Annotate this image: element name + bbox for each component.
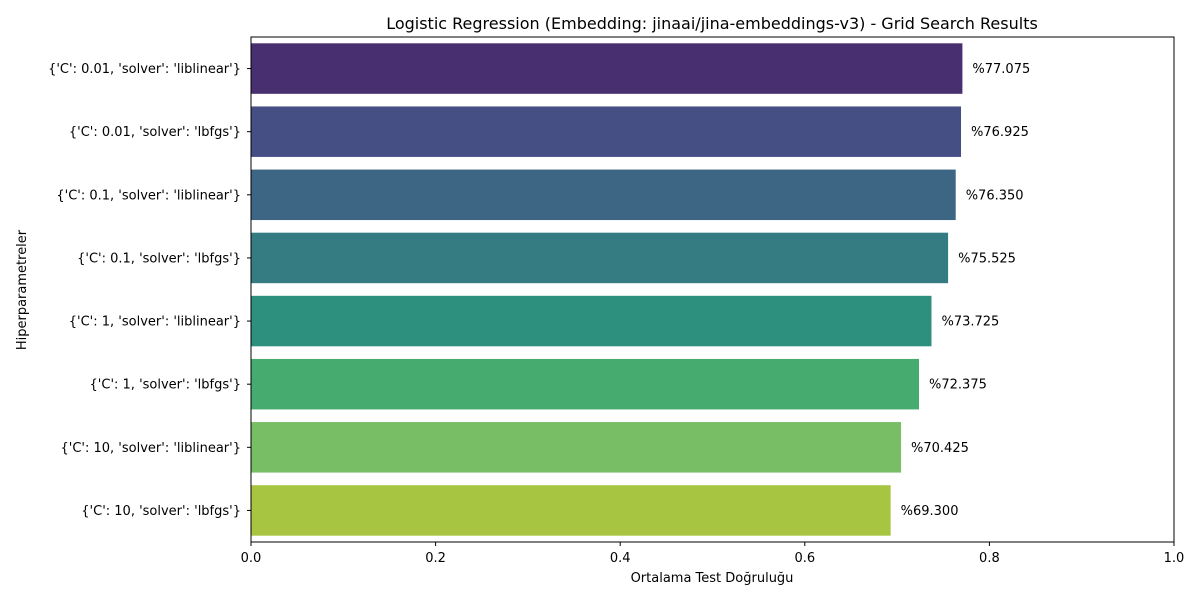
bar xyxy=(251,422,902,473)
bar-value-label: %70.425 xyxy=(911,441,969,456)
bar-value-label: %69.300 xyxy=(901,504,959,519)
bar-value-label: %72.375 xyxy=(929,378,987,393)
y-tick-label: {'C': 0.01, 'solver': 'lbfgs'} xyxy=(69,125,241,140)
x-tick-label: 0.2 xyxy=(425,551,446,566)
y-tick-label: {'C': 1, 'solver': 'lbfgs'} xyxy=(90,378,241,393)
chart-title: Logistic Regression (Embedding: jinaai/j… xyxy=(386,14,1038,33)
bar xyxy=(251,106,962,157)
bar xyxy=(251,169,956,221)
x-tick-label: 0.4 xyxy=(610,551,631,566)
y-tick-label: {'C': 10, 'solver': 'liblinear'} xyxy=(60,441,241,456)
bar-value-label: %77.075 xyxy=(972,62,1030,77)
y-tick-label: {'C': 10, 'solver': 'lbfgs'} xyxy=(81,504,241,519)
y-tick-label: {'C': 0.1, 'solver': 'lbfgs'} xyxy=(77,251,241,266)
y-tick-label: {'C': 1, 'solver': 'liblinear'} xyxy=(69,315,241,330)
bar xyxy=(251,43,963,94)
bar-value-label: %76.925 xyxy=(971,125,1029,140)
bar xyxy=(251,295,932,347)
x-tick-label: 1.0 xyxy=(1164,551,1185,566)
bar-value-label: %76.350 xyxy=(966,188,1024,203)
bar xyxy=(251,358,920,410)
x-axis-label: Ortalama Test Doğruluğu xyxy=(631,571,794,586)
bar-value-label: %73.725 xyxy=(941,315,999,330)
bar xyxy=(251,232,949,284)
bar xyxy=(251,485,891,536)
y-axis-label: Hiperparametreler xyxy=(15,229,30,350)
x-tick-label: 0.8 xyxy=(979,551,1000,566)
x-tick-label: 0.0 xyxy=(241,551,262,566)
y-tick-label: {'C': 0.01, 'solver': 'liblinear'} xyxy=(48,62,241,77)
plot-frame xyxy=(250,36,1175,543)
x-tick-label: 0.6 xyxy=(794,551,815,566)
y-tick-label: {'C': 0.1, 'solver': 'liblinear'} xyxy=(56,188,241,203)
bar-value-label: %75.525 xyxy=(958,251,1016,266)
